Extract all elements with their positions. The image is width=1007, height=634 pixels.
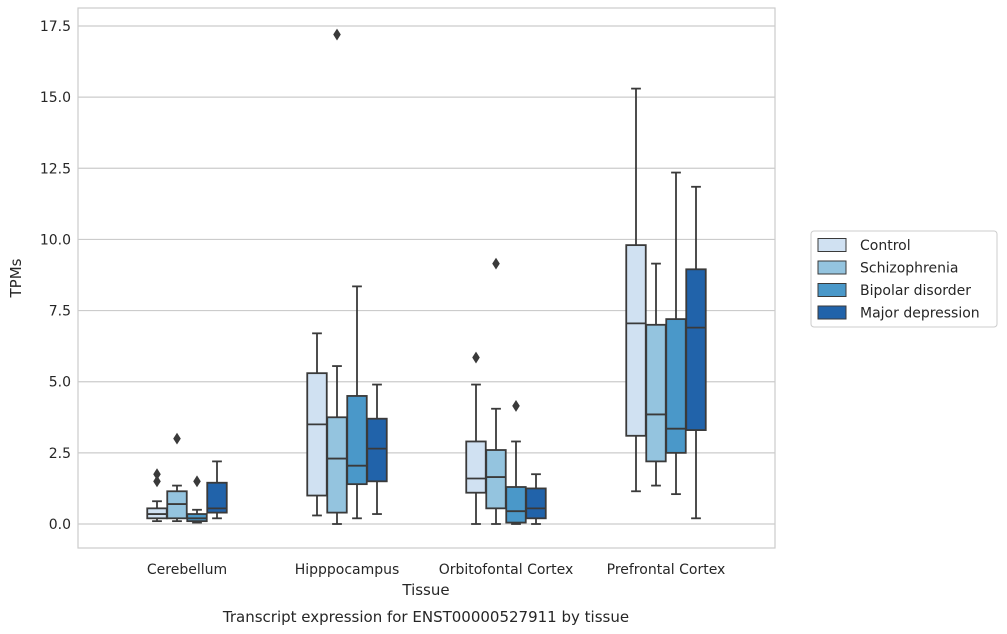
box-body xyxy=(306,372,328,497)
box-0-0 xyxy=(146,468,168,523)
box-3-2 xyxy=(525,473,547,525)
y-tick-label-1: 2.5 xyxy=(49,446,71,462)
legend-entry-1: Schizophrenia xyxy=(817,260,958,277)
x-tick-label-1: Hipppocampus xyxy=(295,562,400,578)
series-3 xyxy=(206,185,707,525)
outlier-point-0 xyxy=(492,257,500,270)
legend-swatch xyxy=(817,283,847,297)
series-0 xyxy=(146,87,647,525)
box-body xyxy=(625,244,647,437)
legend-label: Major depression xyxy=(860,306,980,322)
legend-entry-0: Control xyxy=(817,238,911,254)
x-tick-label-3: Prefrontal Cortex xyxy=(607,562,726,578)
outlier-point-0 xyxy=(153,475,161,488)
box-body xyxy=(326,416,348,514)
legend-swatch xyxy=(817,305,847,320)
box-2-2 xyxy=(505,399,527,525)
box-body xyxy=(525,487,547,520)
box-2-3 xyxy=(665,171,687,496)
box-1-1 xyxy=(326,28,348,525)
box-0-2 xyxy=(465,351,487,525)
outlier-point-0 xyxy=(512,399,520,412)
y-tick-label-0: 0.0 xyxy=(49,517,71,533)
legend-label: Bipolar disorder xyxy=(860,283,971,299)
legend-entry-2: Bipolar disorder xyxy=(817,283,971,299)
box-groups xyxy=(146,28,707,525)
box-0-1 xyxy=(306,332,328,517)
box-0-3 xyxy=(625,87,647,493)
box-1-3 xyxy=(645,262,667,487)
y-tick-label-2: 5.0 xyxy=(49,375,71,391)
y-axis-label: TPMs xyxy=(7,258,25,298)
series-2 xyxy=(186,171,687,525)
box-body xyxy=(505,486,527,524)
box-body xyxy=(346,395,368,486)
series-1 xyxy=(166,28,667,525)
legend-label: Schizophrenia xyxy=(860,261,958,277)
box-1-2 xyxy=(485,257,507,525)
y-tick-label-3: 7.5 xyxy=(49,304,71,320)
legend-frame xyxy=(810,230,998,328)
legend: Control Schizophrenia Bipolar disorder Majo… xyxy=(810,230,998,328)
box-3-1 xyxy=(366,383,388,515)
box-2-1 xyxy=(346,285,368,520)
legend-swatch xyxy=(817,238,847,252)
y-tick-label-7: 17.5 xyxy=(40,19,71,35)
y-tick-label-6: 15.0 xyxy=(40,90,71,106)
legend-label: Control xyxy=(860,238,911,254)
box-body xyxy=(206,481,228,514)
legend-entry-3: Major depression xyxy=(817,305,980,322)
outlier-point-0 xyxy=(193,475,201,488)
outlier-point-1 xyxy=(153,468,161,481)
outlier-point-0 xyxy=(472,351,480,364)
box-body xyxy=(485,449,507,510)
outlier-point-0 xyxy=(173,432,181,445)
box-body xyxy=(366,417,388,483)
box-body xyxy=(465,440,487,494)
figure-caption: Transcript expression for ENST0000052791… xyxy=(222,608,629,626)
x-axis-ticks: Cerebellum Hipppocampus Orbitofontal Corte… xyxy=(147,562,725,578)
y-axis-ticks: 0.0 2.5 5.0 7.5 10.0 12.5 15.0 17.5 xyxy=(40,19,71,533)
grid-lines xyxy=(78,25,775,525)
outlier-point-0 xyxy=(333,28,341,41)
box-body xyxy=(665,318,687,454)
box-body xyxy=(685,268,707,431)
y-tick-label-5: 12.5 xyxy=(40,161,71,177)
x-axis-label: Tissue xyxy=(401,581,449,599)
y-tick-label-4: 10.0 xyxy=(40,232,71,248)
box-1-0 xyxy=(166,432,188,523)
x-tick-label-0: Cerebellum xyxy=(147,562,227,578)
box-3-0 xyxy=(206,460,228,520)
box-2-0 xyxy=(186,475,208,524)
box-body xyxy=(645,323,667,463)
box-3-3 xyxy=(685,185,707,520)
plot-area-frame xyxy=(77,7,776,549)
legend-swatch xyxy=(817,260,847,275)
x-tick-label-2: Orbitofontal Cortex xyxy=(439,562,574,578)
